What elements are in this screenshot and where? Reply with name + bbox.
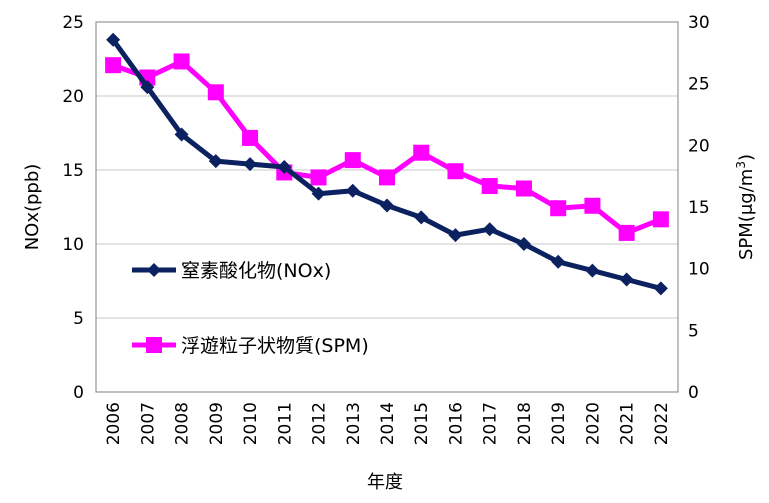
x-tick-label: 2009 bbox=[207, 402, 227, 445]
legend-label-spm: 浮遊粒子状物質(SPM) bbox=[181, 335, 369, 357]
data-point bbox=[380, 198, 394, 213]
series-nox bbox=[106, 32, 668, 296]
y-axis-title-right-unit: μg/m bbox=[736, 169, 757, 215]
data-point bbox=[106, 32, 121, 47]
data-point bbox=[310, 169, 327, 186]
y-axis-title-right-close: ) bbox=[736, 154, 757, 161]
data-point bbox=[414, 210, 429, 225]
data-point bbox=[413, 144, 430, 161]
data-point bbox=[515, 180, 532, 197]
data-point bbox=[140, 80, 155, 95]
data-point bbox=[447, 163, 464, 180]
y-tick-label-right: 0 bbox=[688, 383, 699, 403]
series-layer bbox=[105, 32, 669, 296]
x-tick-label: 2008 bbox=[173, 402, 193, 445]
data-point bbox=[619, 272, 634, 287]
data-point bbox=[585, 263, 600, 278]
x-tick-label: 2010 bbox=[241, 402, 261, 445]
y-tick-label-right: 20 bbox=[688, 136, 710, 156]
y-tick-label-left: 20 bbox=[62, 87, 84, 107]
plot-area bbox=[95, 21, 679, 393]
legend-item-nox: 窒素酸化物(NOx) bbox=[132, 260, 331, 282]
x-tick-label: 2019 bbox=[549, 402, 569, 445]
y-tick-label-right: 10 bbox=[688, 260, 710, 280]
right-axis-ticks: 0 5 10 15 20 25 30 bbox=[688, 13, 710, 403]
legend: 窒素酸化物(NOx) 浮遊粒子状物質(SPM) bbox=[132, 260, 369, 357]
legend-label-nox: 窒素酸化物(NOx) bbox=[181, 260, 331, 282]
y-tick-label-left: 15 bbox=[62, 161, 84, 181]
x-tick-label: 2012 bbox=[310, 402, 330, 445]
left-axis-ticks: 0 5 10 15 20 25 bbox=[62, 13, 84, 403]
data-point bbox=[242, 129, 259, 146]
data-point bbox=[344, 152, 361, 169]
legend-marker-nox bbox=[147, 263, 161, 277]
x-tick-label: 2011 bbox=[275, 402, 295, 445]
data-point bbox=[379, 169, 395, 186]
x-tick-label: 2017 bbox=[481, 402, 501, 445]
y-axis-title-right-main: SPM( bbox=[736, 215, 757, 260]
y-axis-title-right: SPM(μg/m3) bbox=[734, 154, 757, 260]
data-point bbox=[173, 53, 190, 70]
y-tick-label-left: 10 bbox=[62, 235, 84, 255]
y-tick-label-left: 0 bbox=[73, 383, 84, 403]
series-spm bbox=[105, 53, 669, 241]
y-tick-label-right: 15 bbox=[688, 198, 710, 218]
x-tick-label: 2006 bbox=[104, 402, 124, 445]
data-point bbox=[551, 254, 566, 269]
x-tick-label: 2022 bbox=[652, 402, 672, 445]
data-point bbox=[516, 237, 531, 251]
data-point bbox=[207, 84, 224, 101]
data-point bbox=[482, 222, 497, 237]
data-point bbox=[105, 57, 122, 74]
x-tick-label: 2013 bbox=[344, 402, 364, 445]
x-tick-label: 2007 bbox=[138, 402, 158, 445]
x-tick-label: 2015 bbox=[412, 402, 432, 445]
data-point bbox=[653, 281, 668, 296]
y-axis-title-right-sup: 3 bbox=[734, 161, 748, 169]
legend-marker-spm bbox=[146, 337, 162, 353]
data-point bbox=[208, 154, 223, 169]
x-tick-label: 2021 bbox=[618, 402, 638, 445]
data-point bbox=[481, 178, 498, 195]
y-tick-label-left: 5 bbox=[73, 309, 84, 329]
data-point bbox=[448, 228, 463, 243]
x-tick-label: 2018 bbox=[515, 402, 535, 445]
data-point bbox=[174, 127, 189, 142]
x-tick-label: 2014 bbox=[378, 402, 398, 445]
data-point bbox=[550, 200, 567, 217]
y-tick-label-right: 5 bbox=[688, 321, 699, 341]
data-point bbox=[277, 160, 292, 175]
data-point bbox=[243, 157, 258, 172]
y-tick-label-left: 25 bbox=[62, 13, 84, 33]
data-point bbox=[652, 211, 669, 228]
y-axis-title-left: NOx(ppb) bbox=[22, 164, 43, 251]
x-axis-title: 年度 bbox=[367, 472, 403, 493]
y-tick-label-right: 30 bbox=[688, 13, 710, 33]
y-tick-label-right: 25 bbox=[688, 75, 710, 95]
data-point bbox=[618, 224, 635, 241]
data-point bbox=[584, 197, 601, 214]
x-tick-label: 2016 bbox=[446, 402, 466, 445]
data-point bbox=[311, 186, 326, 201]
x-axis-ticks: 2006 2007 2008 2009 2010 2011 2012 2013 2014 2015… bbox=[104, 402, 672, 445]
legend-item-spm: 浮遊粒子状物質(SPM) bbox=[132, 335, 369, 357]
data-point bbox=[345, 183, 360, 198]
x-tick-label: 2020 bbox=[583, 402, 603, 445]
